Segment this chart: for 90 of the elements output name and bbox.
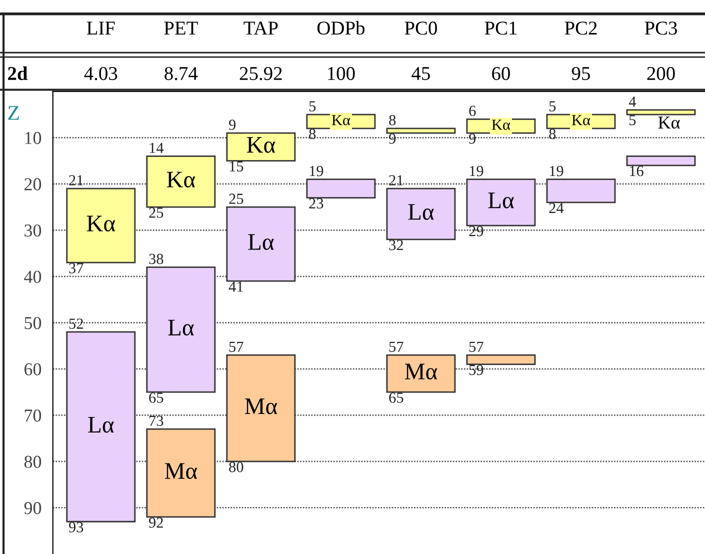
text: 4.03 — [84, 66, 118, 80]
annotation: 14 — [150, 142, 164, 153]
annotation: 29 — [469, 226, 484, 236]
text: 25.92 — [240, 67, 282, 80]
y-tick-label: 10 — [25, 132, 42, 144]
text: 8.74 — [164, 66, 198, 80]
annotation: 57 — [389, 342, 404, 352]
x-tick-label: PET — [164, 22, 198, 34]
x-tick-label: PC3 — [644, 22, 677, 35]
annotation: 5 — [549, 101, 556, 112]
annotation: 73 — [150, 416, 164, 426]
annotation: 5 — [309, 101, 316, 112]
data-label: Kα — [246, 137, 276, 153]
annotation: 37 — [69, 263, 84, 274]
x-tick-label: LIF — [86, 22, 115, 34]
annotation: 15 — [230, 161, 244, 172]
annotation: 9 — [229, 120, 236, 130]
y-axis-title: Z — [8, 106, 19, 120]
bar — [66, 331, 136, 522]
y-tick-label: 50 — [24, 316, 42, 330]
data-label: Kα — [572, 115, 590, 126]
annotation: 21 — [69, 175, 83, 186]
x-tick-label: PC2 — [564, 22, 597, 35]
data-label: Lα — [168, 320, 194, 336]
y-tick-label: 40 — [24, 270, 42, 283]
bar — [306, 178, 376, 198]
y-tick-label: 70 — [24, 409, 42, 422]
annotation: 65 — [389, 392, 404, 403]
annotation: 92 — [148, 517, 163, 528]
data-label: Kα — [86, 216, 116, 232]
y-tick-label: 80 — [24, 456, 42, 468]
data-label: Mα — [164, 463, 198, 479]
data-label: Lα — [488, 192, 514, 208]
bar — [626, 155, 696, 166]
annotation: 16 — [630, 166, 644, 176]
annotation: 24 — [549, 202, 564, 214]
annotation: 38 — [149, 254, 164, 264]
text: 200 — [647, 66, 675, 80]
annotation: 65 — [149, 392, 164, 403]
text: 100 — [328, 66, 355, 80]
data-label: Kα — [166, 172, 196, 188]
data-label: Lα — [88, 417, 114, 433]
bar — [546, 178, 616, 204]
annotation: 9 — [469, 134, 476, 144]
bar — [626, 109, 696, 116]
data-label: Kα — [332, 115, 350, 126]
data-label: Kα — [492, 120, 510, 130]
bar — [146, 266, 216, 393]
x-tick-label: PC0 — [404, 22, 437, 35]
annotation: 5 — [629, 115, 636, 126]
annotation: 8 — [389, 115, 396, 126]
data-label: Mα — [244, 398, 278, 414]
annotation: 19 — [310, 166, 324, 176]
y-tick-label: 20 — [24, 178, 42, 190]
x-tick-label: TAP — [244, 22, 278, 34]
data-label: Lα — [248, 234, 274, 250]
annotation: 41 — [228, 282, 243, 292]
annotation: 19 — [550, 166, 564, 176]
annotation: 4 — [628, 96, 636, 107]
data-label: Lα — [408, 204, 434, 220]
annotation: 32 — [389, 240, 403, 250]
bar — [226, 354, 296, 462]
text: 95 — [572, 67, 590, 80]
annotation: 57 — [229, 342, 244, 352]
x-tick-label: ODPb — [317, 21, 364, 35]
annotation: 52 — [69, 318, 83, 329]
annotation: 23 — [309, 198, 324, 209]
y-tick-label: 60 — [24, 363, 42, 376]
annotation: 8 — [309, 128, 316, 140]
annotation: 21 — [389, 175, 403, 186]
data-label: Mα — [404, 364, 438, 380]
annotation: 93 — [68, 522, 84, 532]
annotation: 57 — [469, 342, 484, 352]
bar — [386, 128, 456, 134]
annotation: 80 — [229, 462, 244, 472]
annotation: 25 — [229, 194, 244, 204]
text: 60 — [492, 66, 510, 80]
y-tick-label: 30 — [24, 224, 42, 237]
annotation: 19 — [470, 166, 484, 176]
data-label: Kα — [658, 116, 680, 129]
annotation: 25 — [149, 208, 164, 218]
x-tick-label: PC1 — [484, 22, 517, 35]
bar — [466, 354, 536, 366]
text: 2d — [8, 66, 28, 80]
annotation: 9 — [389, 134, 396, 144]
annotation: 8 — [549, 128, 556, 140]
annotation: 6 — [469, 106, 476, 116]
annotation: 59 — [469, 364, 484, 376]
y-tick-label: 90 — [24, 502, 42, 514]
text: 45 — [412, 67, 430, 80]
